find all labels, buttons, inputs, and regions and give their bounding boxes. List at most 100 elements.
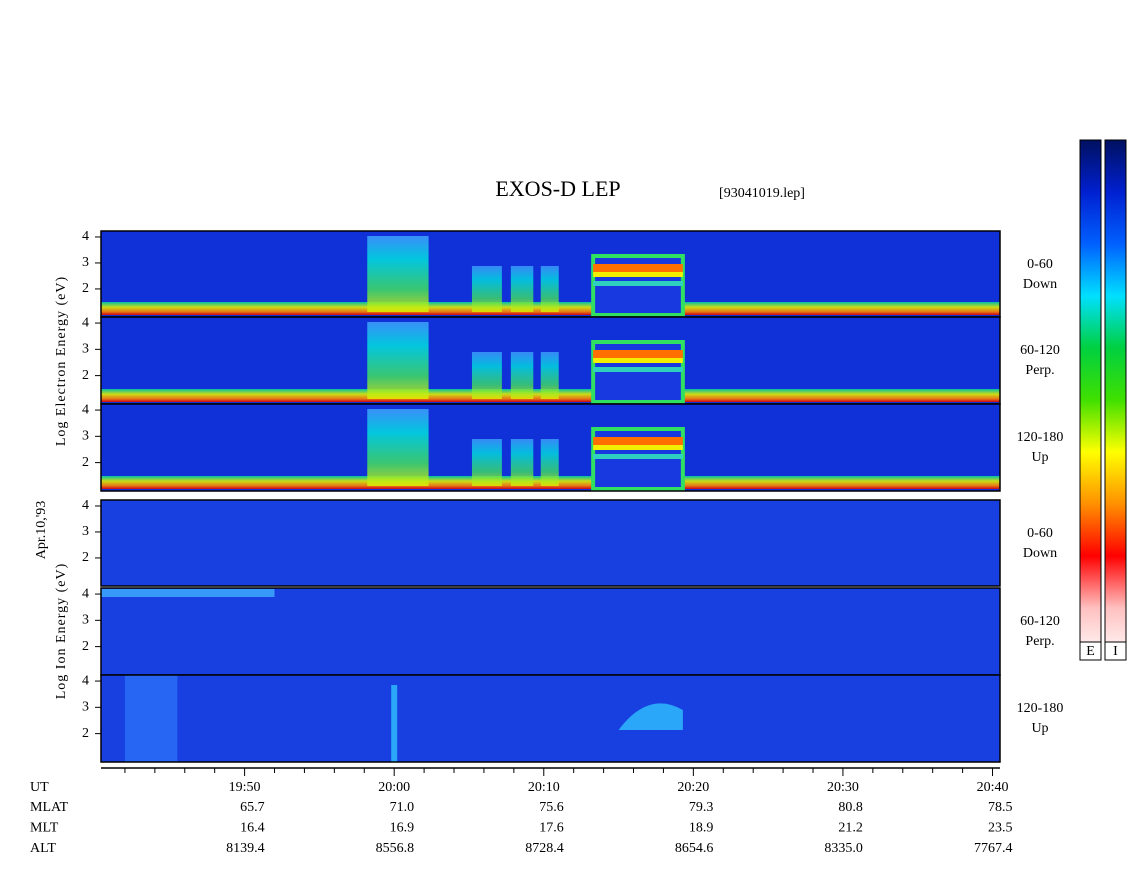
colorbar-label: E bbox=[1086, 644, 1095, 659]
y-tick-label: 3 bbox=[82, 342, 89, 357]
spectrogram-feature bbox=[367, 236, 429, 312]
spectrogram-feature bbox=[510, 266, 534, 312]
pitch-label: 60-120 bbox=[1020, 614, 1060, 629]
orbit-value: 78.5 bbox=[988, 800, 1013, 815]
colorbar-label: I bbox=[1113, 644, 1118, 659]
y-tick-label: 3 bbox=[82, 700, 89, 715]
direction-label: Up bbox=[1031, 721, 1048, 736]
orbit-row-label: ALT bbox=[30, 841, 56, 856]
orbit-row-label: MLT bbox=[30, 821, 59, 836]
orbit-value: 21.2 bbox=[838, 821, 863, 836]
pitch-label: 60-120 bbox=[1020, 343, 1060, 358]
spectrogram-feature bbox=[510, 439, 534, 486]
y-tick-label: 3 bbox=[82, 613, 89, 628]
spectrogram-panel bbox=[101, 675, 1000, 762]
colorbar-label-box bbox=[1079, 641, 1102, 661]
orbit-value: 16.9 bbox=[390, 821, 415, 836]
y-tick-label: 2 bbox=[82, 368, 89, 383]
spectrogram-feature bbox=[540, 439, 559, 486]
spectrogram-feature bbox=[593, 454, 683, 459]
direction-label: Down bbox=[1023, 546, 1057, 561]
colorbar bbox=[1104, 139, 1127, 661]
spectrogram-feature bbox=[124, 675, 178, 762]
orbit-value: 18.9 bbox=[689, 821, 714, 836]
orbit-value: 8556.8 bbox=[376, 841, 415, 856]
y-tick-label: 3 bbox=[82, 255, 89, 270]
orbit-row-label: MLAT bbox=[30, 800, 69, 815]
date-label: Apr.10,'93 bbox=[34, 501, 49, 560]
spectrogram-feature bbox=[510, 352, 534, 399]
y-tick-label: 4 bbox=[82, 586, 89, 601]
pitch-label: 120-180 bbox=[1017, 430, 1064, 445]
spectrogram-panel bbox=[101, 588, 1000, 675]
x-tick-label: 20:00 bbox=[378, 780, 410, 795]
y-tick-label: 4 bbox=[82, 498, 89, 513]
direction-label: Perp. bbox=[1025, 634, 1054, 649]
y-tick-label: 2 bbox=[82, 455, 89, 470]
spectrogram-feature bbox=[593, 445, 683, 450]
file-name: [93041019.lep] bbox=[719, 186, 805, 201]
direction-label: Up bbox=[1031, 450, 1048, 465]
colorbar-label-box bbox=[1104, 641, 1127, 661]
panel-frame bbox=[100, 403, 1001, 492]
y-tick-label: 3 bbox=[82, 524, 89, 539]
orbit-value: 8335.0 bbox=[824, 841, 863, 856]
x-tick-label: 20:40 bbox=[977, 780, 1009, 795]
spectrogram-feature bbox=[471, 439, 502, 486]
orbit-value: 71.0 bbox=[390, 800, 415, 815]
y-tick-label: 3 bbox=[82, 429, 89, 444]
y-tick-label: 2 bbox=[82, 550, 89, 565]
spectrogram-feature bbox=[593, 367, 683, 372]
x-tick-label: 20:10 bbox=[528, 780, 560, 795]
x-tick-label: 20:20 bbox=[677, 780, 709, 795]
direction-label: Perp. bbox=[1025, 363, 1054, 378]
orbit-value: 79.3 bbox=[689, 800, 714, 815]
spectrogram-feature bbox=[593, 358, 683, 363]
y-axis-label: Log Electron Energy (eV) bbox=[54, 276, 69, 446]
y-tick-label: 4 bbox=[82, 673, 89, 688]
pitch-label: 120-180 bbox=[1017, 701, 1064, 716]
y-tick-label: 2 bbox=[82, 639, 89, 654]
spectrogram-feature bbox=[471, 266, 502, 312]
x-tick-label: 19:50 bbox=[229, 780, 261, 795]
chart-title: EXOS-D LEP bbox=[495, 176, 620, 201]
y-tick-label: 4 bbox=[82, 402, 89, 417]
pitch-label: 0-60 bbox=[1027, 257, 1053, 272]
orbit-value: 16.4 bbox=[240, 821, 265, 836]
y-tick-label: 4 bbox=[82, 229, 89, 244]
spectrogram-feature bbox=[593, 350, 683, 358]
spectrogram-feature bbox=[593, 272, 683, 277]
spectrogram-panel bbox=[101, 500, 1000, 586]
orbit-value: 23.5 bbox=[988, 821, 1013, 836]
orbit-value: 8728.4 bbox=[525, 841, 564, 856]
spectrogram-feature bbox=[540, 266, 559, 312]
spectrogram-feature bbox=[367, 322, 429, 399]
y-tick-label: 4 bbox=[82, 315, 89, 330]
y-axis-label: Log Ion Energy (eV) bbox=[54, 563, 69, 700]
x-axis-label: UT bbox=[30, 780, 49, 795]
spectrogram-feature bbox=[391, 685, 398, 762]
spectrogram-feature bbox=[471, 352, 502, 399]
y-tick-label: 2 bbox=[82, 281, 89, 296]
spectrogram-feature bbox=[593, 281, 683, 286]
orbit-value: 7767.4 bbox=[974, 841, 1013, 856]
spectrogram-feature bbox=[367, 409, 429, 486]
spectrogram-feature bbox=[540, 352, 559, 399]
direction-label: Down bbox=[1023, 277, 1057, 292]
orbit-value: 80.8 bbox=[838, 800, 863, 815]
orbit-value: 65.7 bbox=[240, 800, 265, 815]
orbit-value: 8654.6 bbox=[675, 841, 714, 856]
x-tick-label: 20:30 bbox=[827, 780, 859, 795]
orbit-value: 8139.4 bbox=[226, 841, 265, 856]
orbit-value: 17.6 bbox=[539, 821, 564, 836]
orbit-value: 75.6 bbox=[539, 800, 564, 815]
y-tick-label: 2 bbox=[82, 726, 89, 741]
spectrogram-feature bbox=[618, 703, 683, 730]
colorbar bbox=[1079, 139, 1102, 661]
spectrogram-feature bbox=[593, 264, 683, 272]
spectrogram-feature bbox=[593, 437, 683, 445]
panel-frame bbox=[100, 674, 1001, 763]
panel-frame bbox=[100, 499, 1001, 587]
spectrogram-feature bbox=[101, 589, 275, 597]
